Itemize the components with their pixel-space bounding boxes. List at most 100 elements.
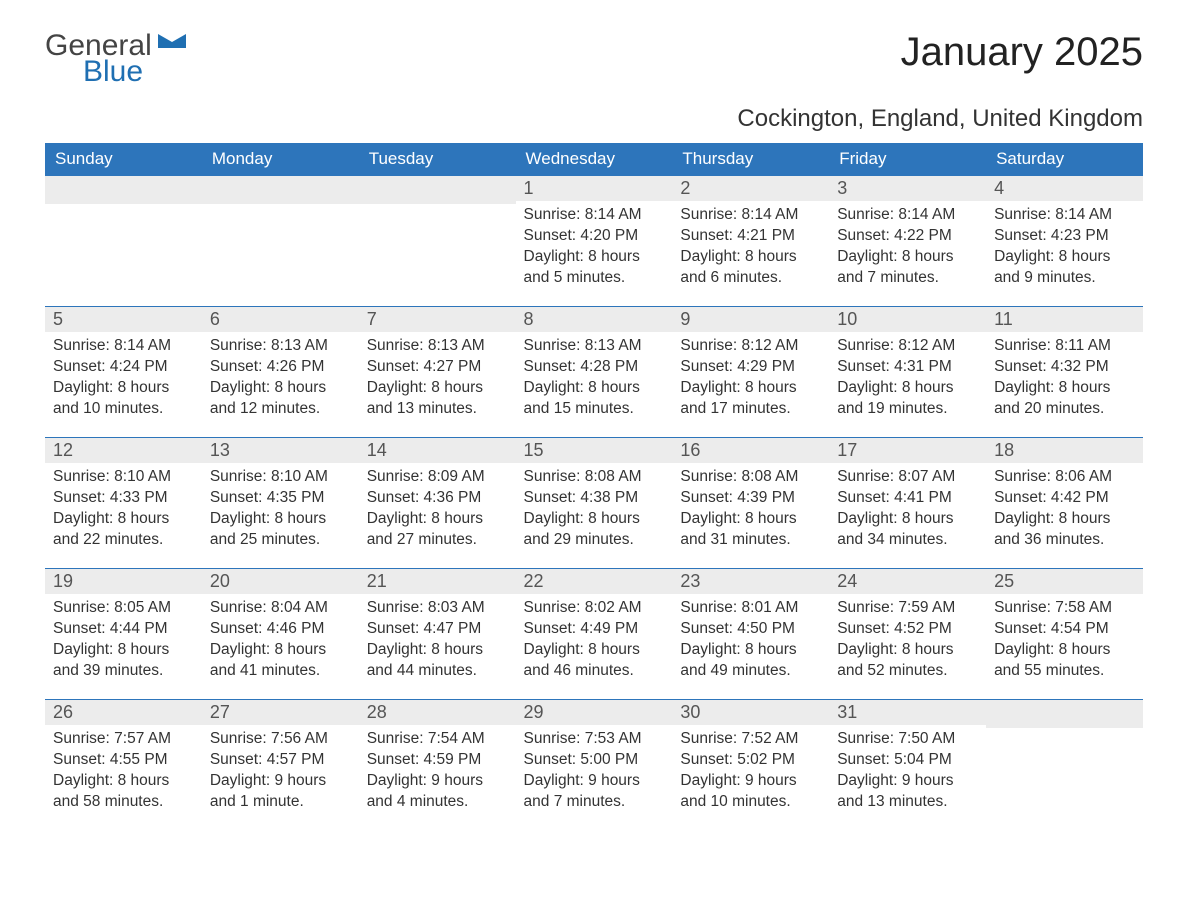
sunset-line: Sunset: 4:54 PM (994, 619, 1135, 640)
calendar-cell: 27Sunrise: 7:56 AMSunset: 4:57 PMDayligh… (202, 700, 359, 831)
sunset-line: Sunset: 4:59 PM (367, 750, 508, 771)
day-number: 24 (829, 569, 986, 594)
day-number: 7 (359, 307, 516, 332)
daylight-line: Daylight: 8 hours and 49 minutes. (680, 640, 821, 682)
day-details: Sunrise: 8:04 AMSunset: 4:46 PMDaylight:… (202, 594, 359, 692)
calendar-cell: 31Sunrise: 7:50 AMSunset: 5:04 PMDayligh… (829, 700, 986, 831)
sunrise-line: Sunrise: 8:07 AM (837, 467, 978, 488)
calendar-cell-empty (986, 700, 1143, 831)
day-number: 18 (986, 438, 1143, 463)
day-number: 15 (516, 438, 673, 463)
calendar-cell: 29Sunrise: 7:53 AMSunset: 5:00 PMDayligh… (516, 700, 673, 831)
weekday-header: Tuesday (359, 143, 516, 176)
calendar-row: 5Sunrise: 8:14 AMSunset: 4:24 PMDaylight… (45, 307, 1143, 438)
sunset-line: Sunset: 4:47 PM (367, 619, 508, 640)
day-details: Sunrise: 8:14 AMSunset: 4:22 PMDaylight:… (829, 201, 986, 299)
day-details: Sunrise: 8:13 AMSunset: 4:27 PMDaylight:… (359, 332, 516, 430)
day-number: 2 (672, 176, 829, 201)
weekday-header-row: SundayMondayTuesdayWednesdayThursdayFrid… (45, 143, 1143, 176)
daylight-line: Daylight: 8 hours and 44 minutes. (367, 640, 508, 682)
day-number: 29 (516, 700, 673, 725)
calendar-cell: 16Sunrise: 8:08 AMSunset: 4:39 PMDayligh… (672, 438, 829, 569)
calendar-cell: 18Sunrise: 8:06 AMSunset: 4:42 PMDayligh… (986, 438, 1143, 569)
day-number: 16 (672, 438, 829, 463)
day-details: Sunrise: 7:59 AMSunset: 4:52 PMDaylight:… (829, 594, 986, 692)
sunrise-line: Sunrise: 8:14 AM (680, 205, 821, 226)
day-number (986, 700, 1143, 728)
sunset-line: Sunset: 4:50 PM (680, 619, 821, 640)
day-details: Sunrise: 7:50 AMSunset: 5:04 PMDaylight:… (829, 725, 986, 823)
sunset-line: Sunset: 4:20 PM (524, 226, 665, 247)
location-subtitle: Cockington, England, United Kingdom (45, 105, 1143, 133)
day-number: 21 (359, 569, 516, 594)
calendar-table: SundayMondayTuesdayWednesdayThursdayFrid… (45, 143, 1143, 830)
sunrise-line: Sunrise: 8:06 AM (994, 467, 1135, 488)
day-number (45, 176, 202, 204)
sunrise-line: Sunrise: 8:14 AM (524, 205, 665, 226)
daylight-line: Daylight: 8 hours and 13 minutes. (367, 378, 508, 420)
daylight-line: Daylight: 8 hours and 58 minutes. (53, 771, 194, 813)
sunset-line: Sunset: 4:52 PM (837, 619, 978, 640)
sunrise-line: Sunrise: 8:13 AM (524, 336, 665, 357)
day-details: Sunrise: 8:07 AMSunset: 4:41 PMDaylight:… (829, 463, 986, 561)
day-details: Sunrise: 7:53 AMSunset: 5:00 PMDaylight:… (516, 725, 673, 823)
day-number: 23 (672, 569, 829, 594)
sunset-line: Sunset: 4:44 PM (53, 619, 194, 640)
day-details: Sunrise: 8:05 AMSunset: 4:44 PMDaylight:… (45, 594, 202, 692)
calendar-cell: 2Sunrise: 8:14 AMSunset: 4:21 PMDaylight… (672, 176, 829, 307)
day-number: 4 (986, 176, 1143, 201)
day-details: Sunrise: 8:13 AMSunset: 4:28 PMDaylight:… (516, 332, 673, 430)
day-number: 11 (986, 307, 1143, 332)
calendar-cell: 21Sunrise: 8:03 AMSunset: 4:47 PMDayligh… (359, 569, 516, 700)
sunrise-line: Sunrise: 7:58 AM (994, 598, 1135, 619)
brand-logo: General Blue (45, 30, 192, 87)
daylight-line: Daylight: 8 hours and 10 minutes. (53, 378, 194, 420)
sunrise-line: Sunrise: 8:12 AM (680, 336, 821, 357)
sunrise-line: Sunrise: 8:14 AM (53, 336, 194, 357)
daylight-line: Daylight: 8 hours and 17 minutes. (680, 378, 821, 420)
day-details: Sunrise: 8:08 AMSunset: 4:38 PMDaylight:… (516, 463, 673, 561)
day-details: Sunrise: 8:14 AMSunset: 4:21 PMDaylight:… (672, 201, 829, 299)
day-number: 5 (45, 307, 202, 332)
daylight-line: Daylight: 8 hours and 25 minutes. (210, 509, 351, 551)
daylight-line: Daylight: 8 hours and 27 minutes. (367, 509, 508, 551)
sunset-line: Sunset: 5:02 PM (680, 750, 821, 771)
calendar-cell: 9Sunrise: 8:12 AMSunset: 4:29 PMDaylight… (672, 307, 829, 438)
calendar-cell: 6Sunrise: 8:13 AMSunset: 4:26 PMDaylight… (202, 307, 359, 438)
sunrise-line: Sunrise: 8:13 AM (210, 336, 351, 357)
daylight-line: Daylight: 8 hours and 20 minutes. (994, 378, 1135, 420)
daylight-line: Daylight: 8 hours and 39 minutes. (53, 640, 194, 682)
weekday-header: Friday (829, 143, 986, 176)
daylight-line: Daylight: 8 hours and 29 minutes. (524, 509, 665, 551)
daylight-line: Daylight: 9 hours and 10 minutes. (680, 771, 821, 813)
calendar-cell: 22Sunrise: 8:02 AMSunset: 4:49 PMDayligh… (516, 569, 673, 700)
day-details: Sunrise: 8:06 AMSunset: 4:42 PMDaylight:… (986, 463, 1143, 561)
day-number: 17 (829, 438, 986, 463)
calendar-cell: 28Sunrise: 7:54 AMSunset: 4:59 PMDayligh… (359, 700, 516, 831)
day-details: Sunrise: 8:14 AMSunset: 4:23 PMDaylight:… (986, 201, 1143, 299)
day-number (359, 176, 516, 204)
calendar-cell: 20Sunrise: 8:04 AMSunset: 4:46 PMDayligh… (202, 569, 359, 700)
day-number (202, 176, 359, 204)
calendar-cell: 12Sunrise: 8:10 AMSunset: 4:33 PMDayligh… (45, 438, 202, 569)
calendar-cell: 17Sunrise: 8:07 AMSunset: 4:41 PMDayligh… (829, 438, 986, 569)
daylight-line: Daylight: 8 hours and 9 minutes. (994, 247, 1135, 289)
sunrise-line: Sunrise: 8:03 AM (367, 598, 508, 619)
calendar-row: 26Sunrise: 7:57 AMSunset: 4:55 PMDayligh… (45, 700, 1143, 831)
sunrise-line: Sunrise: 8:09 AM (367, 467, 508, 488)
day-number: 6 (202, 307, 359, 332)
day-details: Sunrise: 8:03 AMSunset: 4:47 PMDaylight:… (359, 594, 516, 692)
sunset-line: Sunset: 4:36 PM (367, 488, 508, 509)
day-number: 25 (986, 569, 1143, 594)
day-details: Sunrise: 8:11 AMSunset: 4:32 PMDaylight:… (986, 332, 1143, 430)
sunrise-line: Sunrise: 8:14 AM (994, 205, 1135, 226)
day-number: 26 (45, 700, 202, 725)
sunset-line: Sunset: 4:28 PM (524, 357, 665, 378)
sunset-line: Sunset: 4:35 PM (210, 488, 351, 509)
sunrise-line: Sunrise: 8:12 AM (837, 336, 978, 357)
daylight-line: Daylight: 8 hours and 34 minutes. (837, 509, 978, 551)
calendar-row: 1Sunrise: 8:14 AMSunset: 4:20 PMDaylight… (45, 176, 1143, 307)
calendar-cell: 11Sunrise: 8:11 AMSunset: 4:32 PMDayligh… (986, 307, 1143, 438)
calendar-cell: 8Sunrise: 8:13 AMSunset: 4:28 PMDaylight… (516, 307, 673, 438)
day-details: Sunrise: 8:14 AMSunset: 4:24 PMDaylight:… (45, 332, 202, 430)
